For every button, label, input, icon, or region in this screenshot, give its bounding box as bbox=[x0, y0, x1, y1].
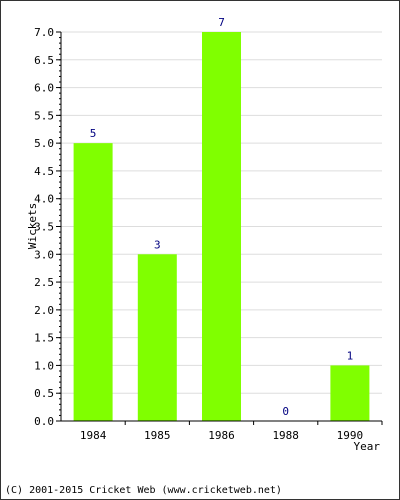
x-tick-label: 1985 bbox=[144, 429, 171, 442]
y-tick-label: 4.0 bbox=[34, 193, 54, 206]
y-tick-label: 6.5 bbox=[34, 54, 54, 67]
y-tick-label: 1.5 bbox=[34, 332, 54, 345]
x-tick-label: 1986 bbox=[208, 429, 235, 442]
x-tick-label: 1984 bbox=[80, 429, 107, 442]
bars bbox=[73, 32, 370, 421]
x-tick-label: 1988 bbox=[272, 429, 299, 442]
bar bbox=[73, 143, 113, 421]
copyright-footer: (C) 2001-2015 Cricket Web (www.cricketwe… bbox=[5, 485, 282, 496]
y-tick-label: 0.5 bbox=[34, 387, 54, 400]
axes bbox=[56, 31, 383, 425]
bar bbox=[330, 365, 370, 421]
x-axis-label: Year bbox=[354, 440, 381, 453]
labels: 0.0 0.5 1.0 1.5 2.0 2.5 3.0 3.5 4.0 4.5 5.0 5.5 6.0 6… bbox=[34, 16, 363, 442]
y-tick-label: 1.0 bbox=[34, 359, 54, 372]
x-tick-label: 1990 bbox=[337, 429, 364, 442]
y-tick-label: 0.0 bbox=[34, 415, 54, 428]
bar-data-label: 3 bbox=[154, 238, 161, 251]
y-tick-label: 4.5 bbox=[34, 165, 54, 178]
y-tick-label: 2.0 bbox=[34, 304, 54, 317]
bar-data-label: 7 bbox=[218, 16, 225, 29]
bar-data-label: 5 bbox=[90, 127, 97, 140]
y-tick-label: 7.0 bbox=[34, 26, 54, 39]
y-tick-label: 2.5 bbox=[34, 276, 54, 289]
y-tick-label: 3.0 bbox=[34, 248, 54, 261]
y-tick-label: 5.5 bbox=[34, 109, 54, 122]
y-axis-label: Wickets bbox=[26, 203, 39, 249]
y-tick-label: 6.0 bbox=[34, 82, 54, 95]
bar-data-label: 0 bbox=[282, 405, 289, 418]
bar bbox=[137, 254, 177, 421]
y-tick-label: 5.0 bbox=[34, 137, 54, 150]
bar-data-label: 1 bbox=[347, 349, 354, 362]
y-tick-label: 3.5 bbox=[34, 221, 54, 234]
bar bbox=[202, 32, 241, 421]
